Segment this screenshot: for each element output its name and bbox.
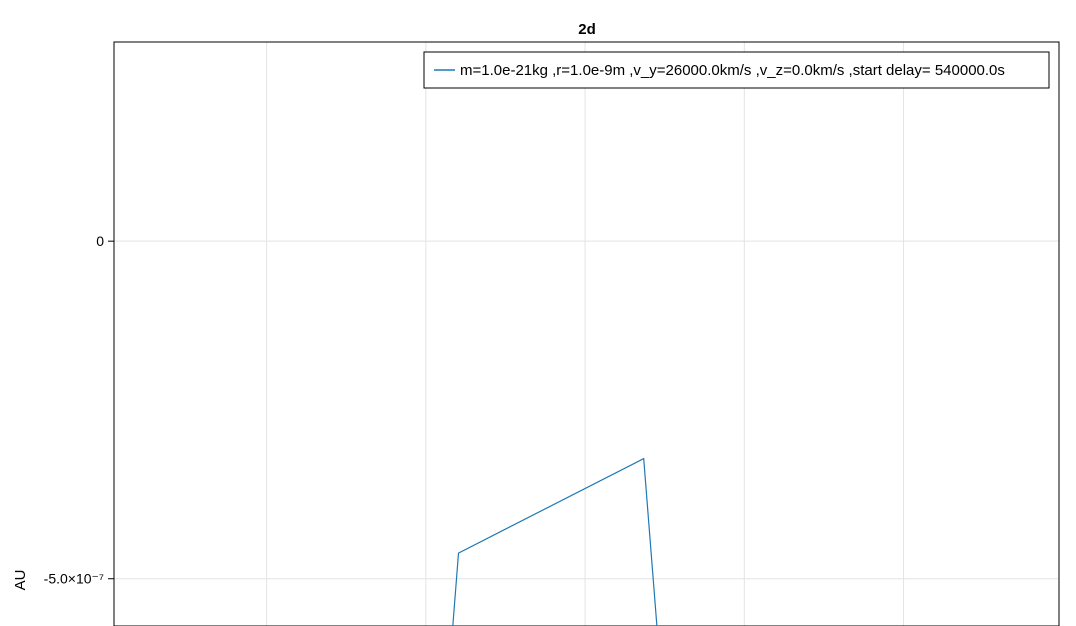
y-axis-label: AU bbox=[12, 570, 29, 591]
grid-lines bbox=[114, 42, 1059, 626]
y-axis-ticks: 0 -5.0×10⁻⁷ bbox=[44, 233, 114, 587]
chart-title: 2d bbox=[578, 21, 596, 38]
y-tick-label: -5.0×10⁻⁷ bbox=[44, 571, 104, 587]
legend-entry-label: m=1.0e-21kg ,r=1.0e-9m ,v_y=26000.0km/s … bbox=[460, 62, 1005, 79]
plot-frame bbox=[113, 41, 1060, 626]
legend-box bbox=[423, 51, 1050, 89]
series-line bbox=[452, 457, 658, 626]
series-layer bbox=[452, 457, 658, 626]
legend: m=1.0e-21kg ,r=1.0e-9m ,v_y=26000.0km/s … bbox=[423, 51, 1050, 89]
y-tick-label: 0 bbox=[96, 233, 104, 249]
